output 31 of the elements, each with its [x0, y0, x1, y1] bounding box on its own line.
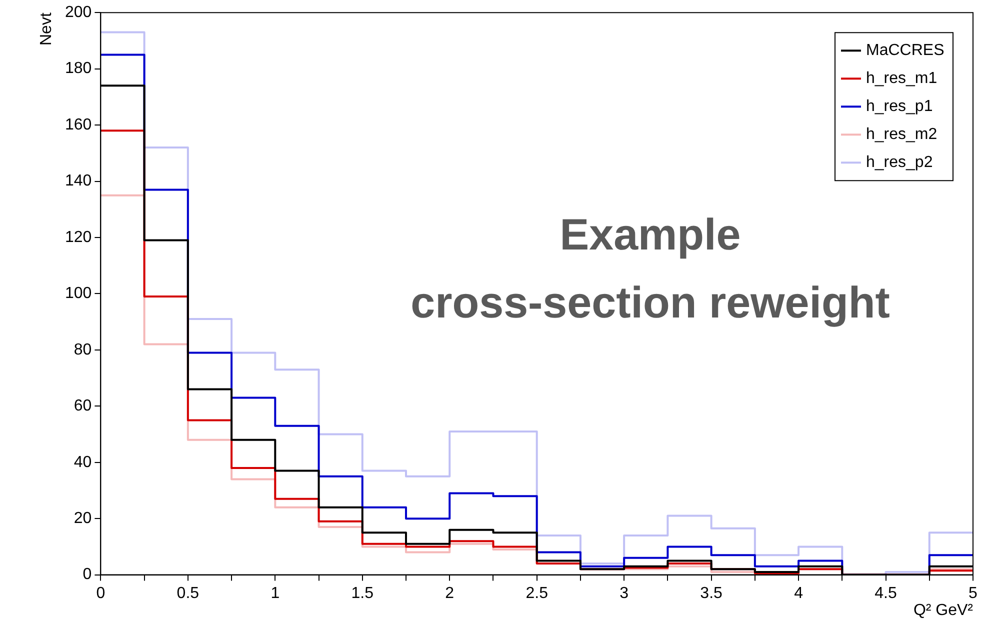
legend-label: h_res_p1: [866, 98, 933, 116]
x-tick-label: 4.5: [874, 584, 897, 602]
y-tick-label: 40: [74, 454, 92, 471]
x-tick-label: 0: [96, 584, 106, 602]
annotation: Example: [560, 210, 741, 260]
y-tick-label: 160: [64, 116, 92, 134]
x-tick-label: 1.5: [351, 584, 374, 602]
x-tick-label: 2: [445, 584, 454, 602]
annotation: cross-section reweight: [410, 278, 890, 328]
x-tick-label: 3.5: [700, 584, 723, 602]
y-tick-label: 20: [74, 510, 92, 527]
x-tick-label: 5: [968, 584, 978, 602]
y-tick-label: 0: [82, 566, 92, 584]
x-axis-title: Q² GeV²: [913, 602, 974, 620]
y-axis-title: Nevt: [38, 12, 56, 46]
legend-label: MaCCRES: [866, 42, 944, 60]
legend-label: h_res_m2: [866, 126, 938, 144]
x-tick-label: 0.5: [176, 584, 200, 602]
y-tick-label: 100: [64, 285, 92, 302]
y-tick-label: 60: [74, 398, 92, 415]
y-tick-label: 140: [64, 172, 92, 190]
y-tick-label: 200: [64, 4, 92, 22]
x-tick-label: 1: [270, 584, 280, 602]
y-tick-label: 180: [64, 60, 92, 78]
y-tick-label: 80: [74, 341, 92, 358]
x-tick-label: 4: [794, 584, 804, 602]
x-tick-label: 2.5: [526, 584, 548, 602]
y-tick-label: 120: [64, 228, 92, 246]
legend-label: h_res_p2: [866, 154, 933, 172]
x-tick-label: 3: [620, 584, 629, 602]
legend-label: h_res_m1: [866, 70, 938, 88]
